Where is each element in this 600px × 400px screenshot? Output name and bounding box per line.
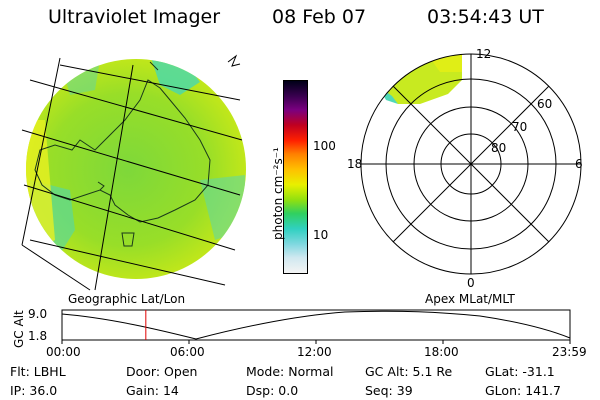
info-seq: Seq: 39 (365, 383, 413, 398)
info-glat: GLat: -31.1 (485, 364, 555, 379)
scale-tick-10: 10 (313, 228, 329, 242)
info-mode: Mode: Normal (246, 364, 334, 379)
altitude-xtick-0: 00:00 (46, 345, 81, 359)
altitude-ytick-high: 9.0 (28, 307, 48, 321)
info-flt: Flt: LBHL (10, 364, 66, 379)
polar-caption: Apex MLat/MLT (425, 292, 515, 306)
info-ip: IP: 36.0 (10, 383, 58, 398)
info-dsp: Dsp: 0.0 (246, 383, 299, 398)
mlat-label-60: 60 (537, 97, 553, 111)
scale-axis-label: photon cm⁻²s⁻¹ (271, 147, 285, 240)
scale-tick-100: 100 (313, 139, 336, 153)
info-glon: GLon: 141.7 (485, 383, 561, 398)
info-gc-alt: GC Alt: 5.1 Re (365, 364, 453, 379)
altitude-ylabel: GC Alt (12, 310, 26, 348)
mlat-label-80: 80 (491, 141, 507, 155)
color-scale-bar (283, 80, 308, 274)
mlt-label-0: 0 (467, 276, 475, 290)
mlt-label-12: 12 (476, 47, 492, 61)
altitude-ytick-low: 1.8 (28, 329, 48, 343)
info-door: Door: Open (126, 364, 198, 379)
info-gain: Gain: 14 (126, 383, 179, 398)
mlt-label-18: 18 (347, 157, 363, 171)
image-time: 03:54:43 UT (427, 6, 544, 28)
mlt-label-6: 6 (575, 157, 583, 171)
altitude-xtick-4: 23:59 (552, 345, 587, 359)
altitude-xtick-2: 12:00 (297, 345, 332, 359)
altitude-xtick-1: 06:00 (170, 345, 205, 359)
app-title: Ultraviolet Imager (48, 6, 221, 28)
image-date: 08 Feb 07 (272, 6, 367, 28)
mlat-label-70: 70 (512, 120, 528, 134)
altitude-xtick-3: 18:00 (424, 345, 459, 359)
geographic-caption: Geographic Lat/Lon (68, 292, 186, 306)
